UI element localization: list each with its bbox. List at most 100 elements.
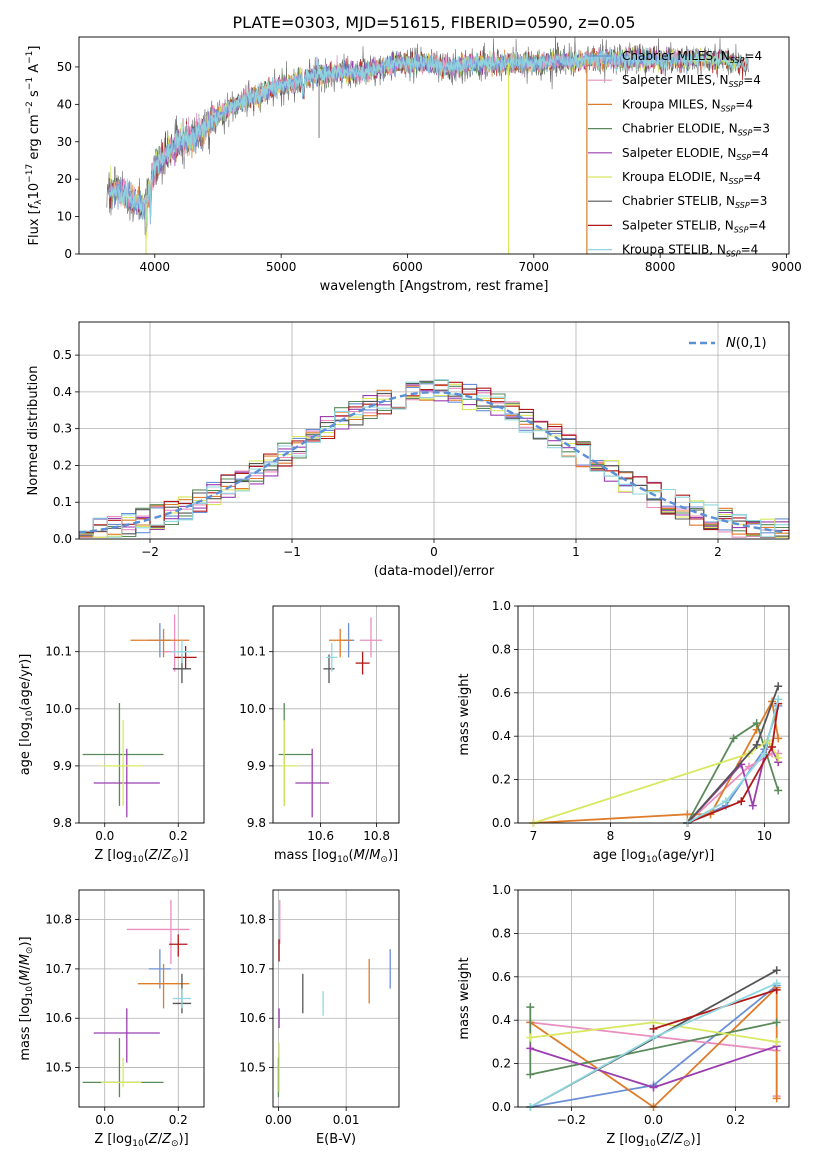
- legend-label: Chabrier ELODIE, NSSP=3: [622, 122, 770, 138]
- x-tick-label: 0.2: [169, 829, 188, 843]
- weight-line: [533, 739, 779, 824]
- axes-frame: [78, 605, 205, 824]
- errorbar-salpeter-miles: [126, 899, 190, 964]
- x-tick-label: 10.6: [307, 829, 334, 843]
- plot-area: [526, 966, 781, 1111]
- errorbar-kroupa-elodie: [101, 720, 142, 806]
- weight-marker: [760, 749, 769, 758]
- errorbar-salpeter-elodie: [93, 1008, 160, 1063]
- weight-marker: [683, 810, 692, 819]
- x-axis-label: wavelength [Angstrom, rest frame]: [320, 279, 549, 294]
- weight-marker: [774, 753, 783, 762]
- weight-marker: [772, 966, 781, 975]
- y-tick-label: 10.6: [239, 1011, 266, 1025]
- y-tick-label: 0.6: [492, 686, 511, 700]
- weight-marker: [744, 762, 753, 771]
- x-tick-label: 10.8: [363, 829, 390, 843]
- weight-marker: [649, 1083, 658, 1092]
- x-tick-label: 0.2: [726, 1113, 745, 1127]
- y-tick-label: 0.4: [492, 729, 511, 743]
- weight-series-chabrier-elodie: [526, 1003, 781, 1079]
- weight-marker: [772, 979, 781, 988]
- x-axis-label: (data-model)/error: [374, 564, 495, 579]
- errorbar-kroupa-stelib: [326, 643, 338, 672]
- weight-marker: [526, 1070, 535, 1079]
- x-tick-label: 5000: [266, 260, 297, 274]
- weight-series-kroupa-stelib: [683, 695, 783, 827]
- plot-area: [78, 379, 789, 538]
- weight-marker: [526, 1003, 535, 1012]
- errorbar-salpeter-stelib: [174, 645, 197, 669]
- axes-frame: [78, 889, 205, 1108]
- legend-label: N(0,1): [726, 336, 767, 351]
- weight-marker: [774, 695, 783, 704]
- panel-mass-age: 10.6 10.8 9.8 9.9 10.0 10.1 mass [log10(M/M⊙)]: [239, 605, 400, 865]
- x-tick-label: 0: [430, 545, 438, 559]
- x-axis-label: Z [log10(Z/Z⊙)]: [94, 848, 188, 865]
- legend-label: Chabrier MILES, NSSP=4: [622, 49, 762, 65]
- x-tick-label: 6000: [392, 260, 423, 274]
- panel-residuals: −2 −1 0 1 2 0.0 0.1 0.2 0.3 0.4 0.5 (data-model)/er…: [26, 321, 790, 579]
- x-tick-label: 9: [684, 829, 692, 843]
- x-tick-label: 8000: [645, 260, 676, 274]
- panel-ebv-mass: 0.00 0.01 10.5 10.6 10.7 10.8 E(B-V): [239, 889, 400, 1147]
- weight-marker: [772, 1037, 781, 1046]
- weight-line: [653, 988, 777, 1030]
- errorbar-kroupa-stelib: [172, 988, 192, 1009]
- y-tick-label: 10.0: [45, 702, 72, 716]
- x-tick-label: 0.0: [644, 1113, 663, 1127]
- legend-label: Kroupa ELODIE, NSSP=4: [622, 170, 761, 186]
- errorbar-kroupa-elodie: [281, 720, 299, 806]
- axes-frame: [272, 889, 400, 1108]
- weight-marker: [729, 734, 738, 743]
- weight-line: [686, 699, 780, 824]
- y-tick-label: 0.2: [492, 773, 511, 787]
- y-tick-label: 0.8: [492, 926, 511, 940]
- spectrum-line-kroupa-stelib: [108, 45, 749, 224]
- axes-frame: [517, 605, 790, 824]
- y-tick-label: 0.0: [492, 1100, 511, 1114]
- y-tick-label: 10.7: [239, 962, 266, 976]
- errorbar-kroupa-miles: [130, 628, 190, 658]
- legend-label: Salpeter ELODIE, NSSP=4: [622, 146, 769, 162]
- legend-label: Kroupa MILES, NSSP=4: [622, 97, 753, 113]
- x-axis-label: age [log10(age/yr)]: [593, 848, 715, 865]
- weight-marker: [649, 1024, 658, 1033]
- weight-marker: [768, 743, 777, 752]
- y-tick-label: 1.0: [492, 883, 511, 897]
- y-tick-label: 10.1: [239, 645, 266, 659]
- x-tick-label: −0.2: [557, 1113, 586, 1127]
- x-tick-label: −1: [283, 545, 301, 559]
- axes-frame: [78, 36, 790, 255]
- y-tick-label: 0.6: [492, 970, 511, 984]
- panel-age-weight: 7 8 9 10 0.0 0.2 0.4 0.6 0.8 1.0 age [log10(age/yr…: [457, 599, 790, 865]
- y-axis-label: mass weight: [457, 673, 472, 755]
- y-tick-label: 10.0: [239, 702, 266, 716]
- weight-marker: [649, 1033, 658, 1042]
- x-axis-label: Z [log10(Z/Z⊙)]: [94, 1132, 188, 1149]
- panel-z-age: 0.0 0.2 9.8 9.9 10.0 10.1 Z [log10(Z/Z⊙)] age […: [18, 605, 205, 865]
- weight-marker: [772, 1018, 781, 1027]
- spectrum-line-chabrier-miles: [108, 46, 692, 232]
- y-tick-label: 1.0: [492, 599, 511, 613]
- weight-marker: [752, 740, 761, 749]
- y-tick-label: 0.5: [53, 348, 72, 362]
- y-tick-label: 0: [64, 247, 72, 261]
- errorbar-salpeter-stelib: [355, 651, 370, 675]
- plot-area: [106, 37, 749, 254]
- y-tick-label: 0.0: [492, 816, 511, 830]
- x-tick-label: 0.00: [265, 1113, 292, 1127]
- x-axis-label: mass [log10(M/M⊙)]: [274, 848, 398, 865]
- histogram-kroupa-stelib: [79, 379, 789, 538]
- legend: N(0,1): [689, 336, 767, 351]
- axes-frame: [517, 889, 790, 1108]
- errorbar-salpeter-elodie: [93, 748, 160, 818]
- weight-marker: [774, 682, 783, 691]
- weight-series-salpeter-elodie: [526, 1042, 781, 1092]
- y-tick-label: 40: [57, 97, 72, 111]
- x-tick-label: 1: [572, 545, 580, 559]
- errorbar-salpeter-elodie: [295, 748, 329, 818]
- figure-title: PLATE=0303, MJD=51615, FIBERID=0590, z=0…: [232, 13, 635, 32]
- legend-label: Salpeter STELIB, NSSP=4: [622, 218, 766, 234]
